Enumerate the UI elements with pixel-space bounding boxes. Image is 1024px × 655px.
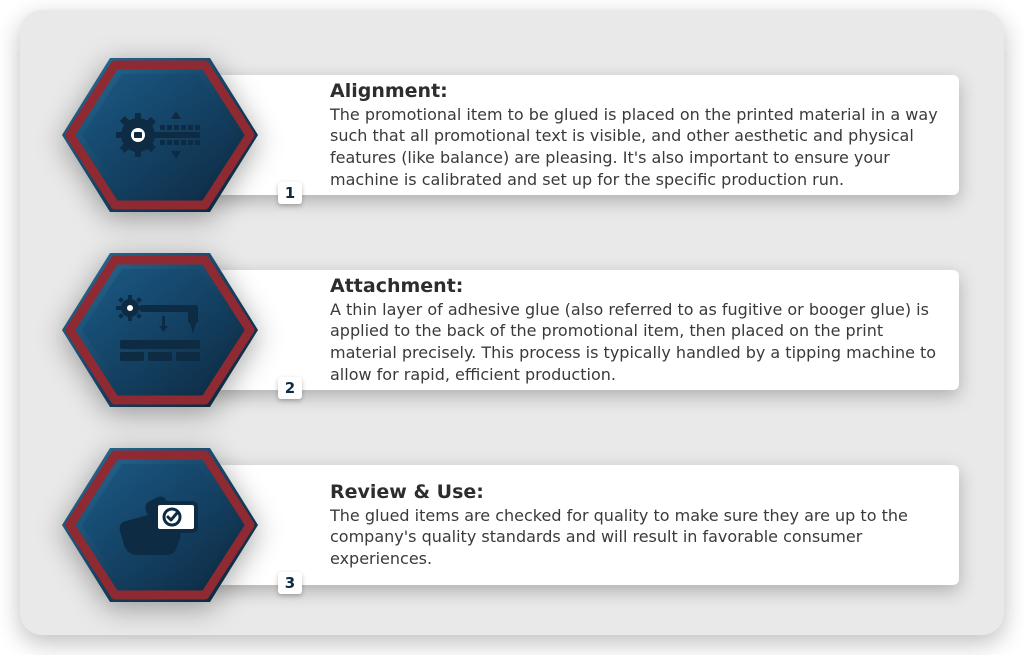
step-title: Alignment: (330, 80, 941, 102)
step-body: The glued items are checked for quality … (330, 505, 941, 570)
step-number: 3 (285, 574, 295, 592)
step-row-1: Alignment: The promotional item to be gl… (60, 50, 964, 220)
hand-check-icon (110, 485, 210, 565)
step-row-2: Attachment: A thin layer of adhesive glu… (60, 245, 964, 415)
step-panel: Review & Use: The glued items are checke… (215, 465, 959, 585)
step-body: A thin layer of adhesive glue (also refe… (330, 299, 941, 385)
step-panel: Attachment: A thin layer of adhesive glu… (215, 270, 959, 390)
infographic-card: Alignment: The promotional item to be gl… (20, 10, 1004, 635)
step-panel: Alignment: The promotional item to be gl… (215, 75, 959, 195)
step-title: Review & Use: (330, 481, 941, 503)
step-number-badge: 3 (278, 572, 302, 594)
machine-glue-icon (110, 290, 210, 370)
step-number-badge: 1 (278, 182, 302, 204)
step-body: The promotional item to be glued is plac… (330, 104, 941, 190)
step-row-3: Review & Use: The glued items are checke… (60, 440, 964, 610)
step-number: 2 (285, 379, 295, 397)
infographic-stage: Alignment: The promotional item to be gl… (0, 0, 1024, 655)
step-number: 1 (285, 184, 295, 202)
step-title: Attachment: (330, 275, 941, 297)
step-number-badge: 2 (278, 377, 302, 399)
gear-align-icon (110, 95, 210, 175)
